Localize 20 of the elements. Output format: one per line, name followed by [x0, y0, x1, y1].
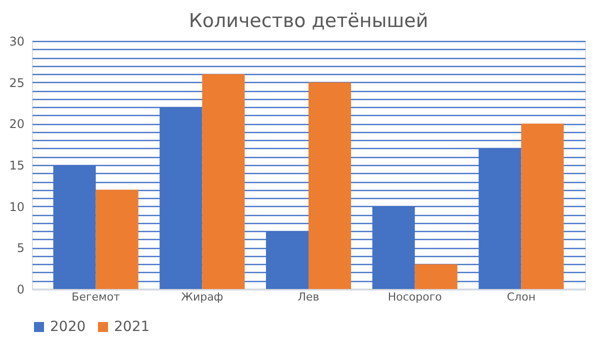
x-tick-label: Бегемот — [72, 290, 121, 304]
y-tick-label: 20 — [9, 117, 24, 132]
bar — [521, 124, 564, 289]
y-tick-label: 0 — [16, 282, 24, 296]
x-tick-label: Жираф — [181, 290, 224, 304]
bar — [96, 190, 138, 289]
y-tick-label: 25 — [9, 76, 24, 90]
x-tick-label: Лев — [298, 290, 320, 304]
bar — [308, 82, 352, 289]
bar — [414, 264, 458, 289]
y-tick-label: 15 — [9, 158, 24, 172]
legend-label: 2020 — [50, 319, 86, 335]
x-tick-label: Слон — [506, 290, 536, 304]
legend-label: 2021 — [114, 319, 150, 335]
y-tick-label: 10 — [9, 200, 24, 214]
chart-title: Количество детёнышей — [188, 10, 428, 32]
y-tick-label: 5 — [16, 241, 24, 256]
x-tick-label: Носорого — [388, 290, 442, 304]
y-tick-label: 30 — [9, 34, 24, 48]
bar — [202, 74, 245, 289]
